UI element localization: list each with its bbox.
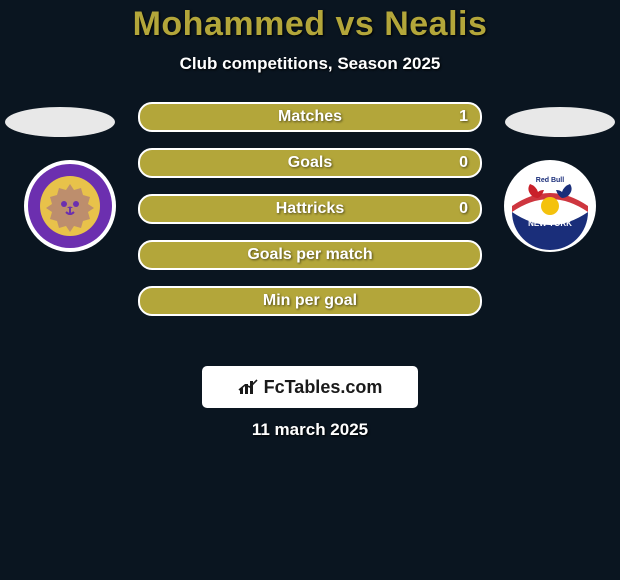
page-title: Mohammed vs Nealis <box>0 5 620 44</box>
stat-right-value: 0 <box>459 200 468 218</box>
brand-text-inner: FcTables.com <box>264 377 383 397</box>
stats-block: Matches 1 Goals 0 Hattricks 0 Goals per … <box>138 102 482 332</box>
stat-label: Min per goal <box>263 292 357 310</box>
stat-right-value: 1 <box>459 108 468 126</box>
stat-row-gpm: Goals per match <box>138 240 482 270</box>
brand-badge: FcTables.com <box>202 366 418 408</box>
svg-text:Red Bull: Red Bull <box>536 177 564 184</box>
orlando-city-crest-icon <box>24 160 116 252</box>
ny-red-bulls-crest-icon: NEW YORK Red Bull <box>504 160 596 252</box>
stat-row-mpg: Min per goal <box>138 286 482 316</box>
subtitle: Club competitions, Season 2025 <box>0 54 620 74</box>
stat-label: Hattricks <box>276 200 344 218</box>
player-right-placeholder <box>505 107 615 137</box>
stat-label: Goals <box>288 154 332 172</box>
comparison-infographic: Mohammed vs Nealis Club competitions, Se… <box>0 0 620 580</box>
stat-row-hattricks: Hattricks 0 <box>138 194 482 224</box>
stat-label: Matches <box>278 108 342 126</box>
main-area: NEW YORK Red Bull Matches 1 Goals 0 Hatt… <box>0 102 620 362</box>
brand-text: FcTables.com <box>264 377 383 398</box>
bar-chart-icon <box>238 378 260 396</box>
club-badge-left <box>24 160 116 252</box>
date-text: 11 march 2025 <box>0 420 620 440</box>
player-left-placeholder <box>5 107 115 137</box>
stat-label: Goals per match <box>247 246 372 264</box>
stat-row-matches: Matches 1 <box>138 102 482 132</box>
svg-text:NEW YORK: NEW YORK <box>528 219 572 228</box>
club-badge-right: NEW YORK Red Bull <box>504 160 596 252</box>
stat-row-goals: Goals 0 <box>138 148 482 178</box>
stat-right-value: 0 <box>459 154 468 172</box>
